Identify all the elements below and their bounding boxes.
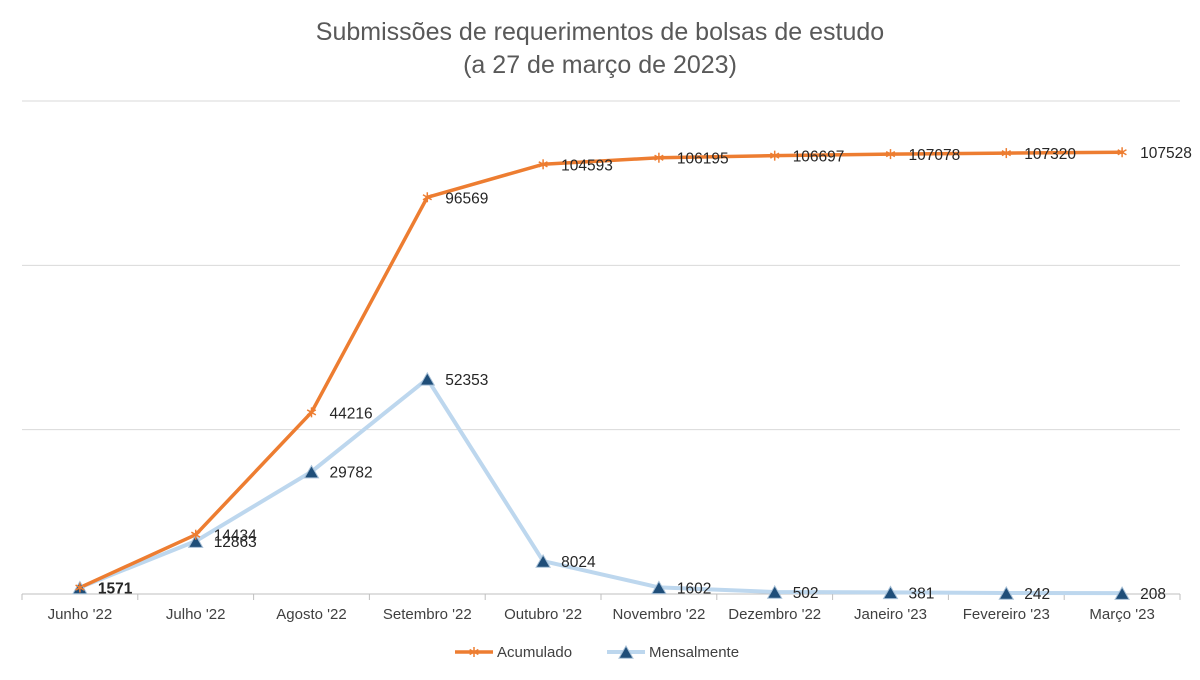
x-tick-label: Março '23	[1089, 606, 1154, 623]
series-layer	[72, 147, 1130, 600]
data-label-mensalmente: 52353	[445, 372, 488, 389]
data-point-mensalmente	[187, 534, 204, 548]
data-point-acumulado	[75, 582, 85, 593]
data-point-acumulado	[422, 192, 433, 203]
data-point-acumulado	[654, 152, 664, 163]
data-label-acumulado: 107528	[1140, 145, 1192, 162]
data-point-acumulado	[769, 150, 780, 161]
series-line-acumulado	[78, 150, 1124, 590]
data-point-mensalmente	[882, 585, 899, 600]
x-tick-label: Agosto '22	[276, 606, 346, 623]
marker-stroke	[306, 409, 317, 416]
marker-stroke	[1001, 149, 1012, 157]
data-point-mensalmente	[651, 580, 667, 595]
x-tick-label: Setembro '22	[383, 606, 472, 623]
marker-stroke	[75, 584, 85, 591]
data-point-mensalmente	[419, 371, 436, 386]
series-line-mensalmente	[77, 376, 1125, 596]
x-tick-label: Julho '22	[166, 606, 226, 623]
marker-stroke	[190, 531, 201, 538]
data-label-acumulado: 104593	[561, 157, 613, 174]
marker-stroke	[469, 648, 479, 656]
data-point-acumulado	[885, 149, 896, 160]
data-point-mensalmente	[1114, 586, 1130, 600]
data-point-mensalmente	[303, 464, 320, 479]
legend-label: Acumulado	[497, 644, 572, 661]
data-point-mensalmente	[998, 585, 1015, 600]
data-point-mensalmente	[535, 554, 551, 568]
data-labels: 14434 44216 96569 104593 106195 106697 107078 1…	[98, 145, 1192, 603]
data-label-acumulado: 106195	[677, 151, 729, 168]
legend: Acumulado Mensalmente	[455, 644, 739, 661]
data-point-mensalmente	[766, 584, 783, 599]
data-label-mensalmente: 502	[793, 585, 819, 602]
data-label-acumulado: 107320	[1024, 146, 1076, 163]
data-label-mensalmente: 242	[1024, 586, 1050, 603]
data-point-acumulado	[190, 529, 201, 540]
data-label-mensalmente: 208	[1140, 586, 1166, 603]
legend-label: Mensalmente	[649, 644, 739, 661]
chart-subtitle: (a 27 de março de 2023)	[463, 51, 737, 79]
data-label-mensalmente: 1571	[98, 581, 133, 598]
x-tick-label: Novembro '22	[612, 606, 705, 623]
data-label-acumulado: 44216	[330, 405, 373, 422]
x-tick-label: Outubro '22	[504, 606, 582, 623]
data-label-mensalmente: 29782	[330, 465, 373, 482]
x-tick-label: Fevereiro '23	[963, 606, 1050, 623]
x-tick-label: Janeiro '23	[854, 606, 927, 623]
legend-marker	[618, 644, 634, 659]
x-tick-label: Junho '22	[48, 606, 113, 623]
data-label-mensalmente: 12863	[214, 534, 257, 551]
data-point-acumulado	[306, 407, 317, 418]
data-point-acumulado	[1117, 147, 1127, 158]
legend-item-acumulado: Acumulado	[455, 644, 572, 661]
marker-stroke	[538, 161, 548, 168]
data-point-acumulado	[538, 159, 548, 170]
data-point-acumulado	[1001, 148, 1012, 159]
x-tick-label: Dezembro '22	[728, 606, 821, 623]
data-label-mensalmente: 8024	[561, 554, 596, 571]
data-label-mensalmente: 1602	[677, 580, 711, 597]
data-label-acumulado: 106697	[793, 149, 845, 166]
chart-title: Submissões de requerimentos de bolsas de…	[316, 18, 884, 46]
legend-marker	[469, 647, 479, 657]
marker-stroke	[1117, 149, 1127, 156]
data-label-acumulado: 107078	[909, 147, 961, 164]
legend-item-mensalmente: Mensalmente	[607, 644, 739, 661]
gridlines	[22, 100, 1180, 431]
marker-stroke	[885, 150, 896, 158]
data-label-acumulado: 14434	[214, 528, 257, 545]
marker-stroke	[769, 152, 780, 159]
marker-stroke	[422, 194, 433, 201]
x-axis: Junho '22 Julho '22 Agosto '22 Setembro '22…	[21, 593, 1181, 623]
marker-stroke	[654, 154, 664, 161]
data-label-acumulado: 96569	[445, 190, 488, 207]
data-label-mensalmente: 381	[909, 585, 935, 602]
